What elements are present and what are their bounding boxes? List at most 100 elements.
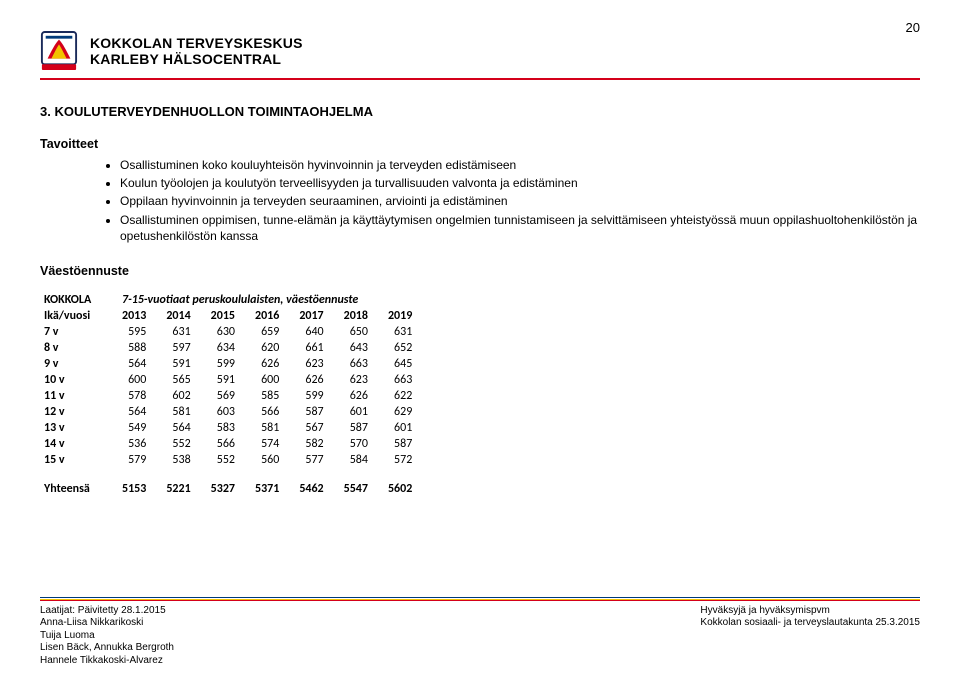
total-cell: 5327 — [207, 468, 251, 497]
table-cell: 581 — [251, 420, 295, 436]
org-logo — [40, 30, 78, 72]
table-cell: 599 — [207, 356, 251, 372]
year-header: 2018 — [340, 308, 384, 324]
table-cell: 645 — [384, 356, 428, 372]
kokkola-cell: KOKKOLA — [40, 292, 118, 308]
table-row: 11 v578602569585599626622 — [40, 388, 428, 404]
goals-heading: Tavoitteet — [40, 137, 920, 151]
table-cell: 626 — [251, 356, 295, 372]
org-name: KOKKOLAN TERVEYSKESKUS KARLEBY HÄLSOCENT… — [90, 35, 303, 67]
table-cell: 552 — [162, 436, 206, 452]
goal-item: Osallistuminen koko kouluyhteisön hyvinv… — [120, 157, 920, 173]
page-number: 20 — [906, 20, 920, 35]
table-cell: 603 — [207, 404, 251, 420]
table-cell: 661 — [295, 340, 339, 356]
table-cell: 566 — [251, 404, 295, 420]
total-cell: 5221 — [162, 468, 206, 497]
table-cell: 574 — [251, 436, 295, 452]
table-row: 9 v564591599626623663645 — [40, 356, 428, 372]
table-cell: 578 — [118, 388, 162, 404]
footer-line: Tuija Luoma — [40, 630, 174, 643]
year-header: 2017 — [295, 308, 339, 324]
table-cell: 663 — [340, 356, 384, 372]
table-cell: 536 — [118, 436, 162, 452]
table-cell: 602 — [162, 388, 206, 404]
age-label: 8 v — [40, 340, 118, 356]
table-cell: 572 — [384, 452, 428, 468]
total-cell: 5462 — [295, 468, 339, 497]
table-caption: 7-15-vuotiaat peruskoululaisten, väestöe… — [118, 292, 428, 308]
age-label: 13 v — [40, 420, 118, 436]
table-cell: 587 — [340, 420, 384, 436]
total-label: Yhteensä — [40, 468, 118, 497]
table-cell: 584 — [340, 452, 384, 468]
table-cell: 600 — [118, 372, 162, 388]
stripe-red — [40, 600, 920, 601]
table-cell: 564 — [118, 356, 162, 372]
table-cell: 591 — [162, 356, 206, 372]
table-cell: 567 — [295, 420, 339, 436]
table-cell: 600 — [251, 372, 295, 388]
table-cell: 570 — [340, 436, 384, 452]
total-cell: 5602 — [384, 468, 428, 497]
total-cell: 5547 — [340, 468, 384, 497]
population-heading: Väestöennuste — [40, 264, 920, 278]
table-row: 12 v564581603566587601629 — [40, 404, 428, 420]
table-cell: 585 — [251, 388, 295, 404]
age-label: 11 v — [40, 388, 118, 404]
year-header: 2014 — [162, 308, 206, 324]
age-label: 14 v — [40, 436, 118, 452]
table-cell: 564 — [118, 404, 162, 420]
table-cell: 601 — [384, 420, 428, 436]
age-label: 15 v — [40, 452, 118, 468]
table-cell: 622 — [384, 388, 428, 404]
goal-item: Osallistuminen oppimisen, tunne-elämän j… — [120, 212, 920, 244]
year-header: 2013 — [118, 308, 162, 324]
table-cell: 601 — [340, 404, 384, 420]
table-cell: 591 — [207, 372, 251, 388]
page-footer: Laatijat: Päivitetty 28.1.2015Anna-Liisa… — [40, 597, 920, 668]
table-cell: 564 — [162, 420, 206, 436]
table-cell: 629 — [384, 404, 428, 420]
total-row: Yhteensä5153522153275371546255475602 — [40, 468, 428, 497]
table-cell: 549 — [118, 420, 162, 436]
table-cell: 579 — [118, 452, 162, 468]
footer-stripes — [40, 597, 920, 601]
age-label: 12 v — [40, 404, 118, 420]
year-header: 2019 — [384, 308, 428, 324]
year-header: 2015 — [207, 308, 251, 324]
goal-item: Koulun työolojen ja koulutyön terveellis… — [120, 175, 920, 191]
table-cell: 582 — [295, 436, 339, 452]
page-header: KOKKOLAN TERVEYSKESKUS KARLEBY HÄLSOCENT… — [40, 30, 920, 72]
footer-line: Laatijat: Päivitetty 28.1.2015 — [40, 605, 174, 618]
age-label: 9 v — [40, 356, 118, 372]
org-line-1: KOKKOLAN TERVEYSKESKUS — [90, 35, 303, 51]
table-cell: 583 — [207, 420, 251, 436]
header-rule — [40, 78, 920, 80]
table-cell: 587 — [384, 436, 428, 452]
table-cell: 650 — [340, 324, 384, 340]
org-line-2: KARLEBY HÄLSOCENTRAL — [90, 51, 303, 67]
table-cell: 588 — [118, 340, 162, 356]
table-cell: 595 — [118, 324, 162, 340]
age-label: 10 v — [40, 372, 118, 388]
table-cell: 569 — [207, 388, 251, 404]
table-row: 8 v588597634620661643652 — [40, 340, 428, 356]
table-cell: 640 — [295, 324, 339, 340]
table-cell: 659 — [251, 324, 295, 340]
table-cell: 643 — [340, 340, 384, 356]
table-cell: 623 — [340, 372, 384, 388]
table-cell: 623 — [295, 356, 339, 372]
table-cell: 566 — [207, 436, 251, 452]
stripe-blue — [40, 597, 920, 598]
table-cell: 552 — [207, 452, 251, 468]
total-cell: 5371 — [251, 468, 295, 497]
table-cell: 560 — [251, 452, 295, 468]
table-cell: 626 — [340, 388, 384, 404]
table-row: 13 v549564583581567587601 — [40, 420, 428, 436]
table-cell: 599 — [295, 388, 339, 404]
table-cell: 652 — [384, 340, 428, 356]
footer-line: Hannele Tikkakoski-Alvarez — [40, 655, 174, 668]
table-row: 7 v595631630659640650631 — [40, 324, 428, 340]
year-header: 2016 — [251, 308, 295, 324]
